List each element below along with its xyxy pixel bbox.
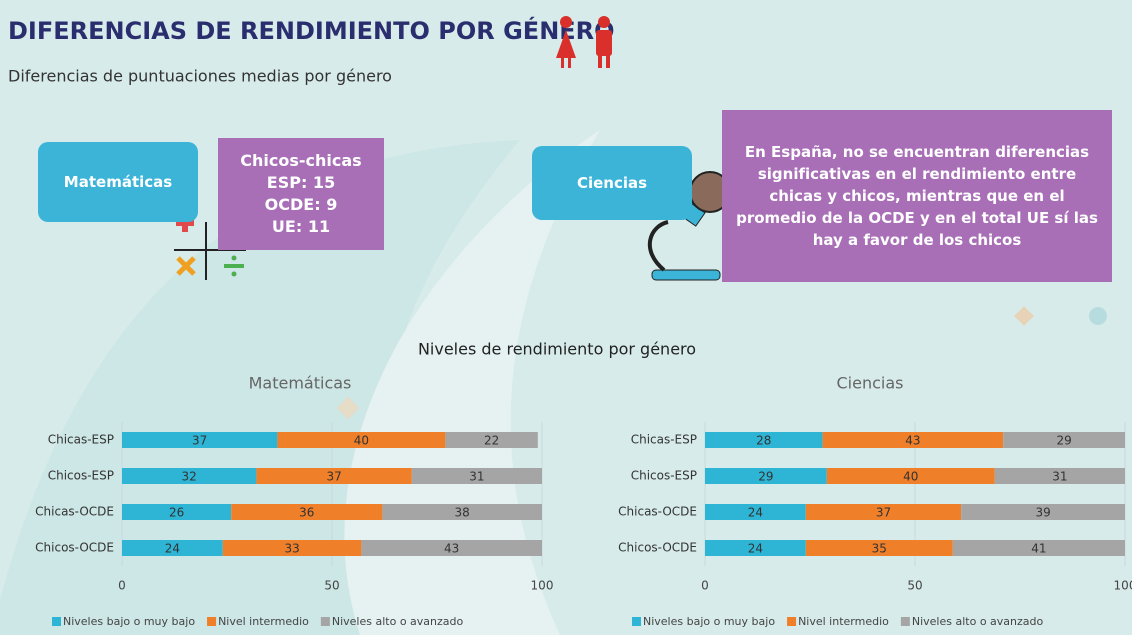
y-tick-label: Chicas-OCDE: [35, 505, 114, 519]
legend-swatch: [787, 617, 796, 626]
data-label: 24: [165, 542, 180, 556]
legend-swatch: [321, 617, 330, 626]
legend-label: Niveles bajo o muy bajo: [643, 615, 775, 628]
chart-title: Ciencias: [837, 374, 904, 393]
legend-swatch: [901, 617, 910, 626]
charts-title: Niveles de rendimiento por género: [418, 340, 696, 359]
data-label: 32: [182, 470, 197, 484]
y-tick-label: Chicas-ESP: [48, 433, 114, 447]
legend-swatch: [52, 617, 61, 626]
x-tick-label: 50: [324, 579, 339, 593]
x-tick-label: 100: [531, 579, 554, 593]
data-label: 43: [444, 542, 459, 556]
data-label: 26: [169, 506, 184, 520]
y-tick-label: Chicos-OCDE: [35, 541, 114, 555]
decor-dot: [1089, 307, 1107, 325]
legend-swatch: [207, 617, 216, 626]
legend-label: Nivel intermedio: [218, 615, 309, 628]
y-tick-label: Chicos-ESP: [48, 469, 114, 483]
legend-label: Niveles alto o avanzado: [332, 615, 464, 628]
y-tick-label: Chicas-ESP: [631, 433, 697, 447]
data-label: 31: [1052, 470, 1067, 484]
data-label: 41: [1031, 542, 1046, 556]
y-tick-label: Chicas-OCDE: [618, 505, 697, 519]
data-label: 40: [903, 470, 918, 484]
page-title: DIFERENCIAS DE RENDIMIENTO POR GÉNERO: [8, 16, 615, 45]
x-tick-label: 50: [907, 579, 922, 593]
math-note-line: Chicos-chicas: [240, 150, 361, 172]
data-label: 37: [876, 506, 891, 520]
decor-diamond: [1014, 306, 1034, 326]
x-tick-label: 0: [118, 579, 126, 593]
legend-label: Niveles bajo o muy bajo: [63, 615, 195, 628]
x-tick-label: 100: [1114, 579, 1132, 593]
data-label: 24: [748, 506, 763, 520]
data-label: 38: [455, 506, 470, 520]
data-label: 43: [905, 434, 920, 448]
page: Diferencias de rendimiento por género {"…: [0, 0, 1132, 635]
data-label: 29: [1056, 434, 1071, 448]
data-label: 24: [748, 542, 763, 556]
infographic: DIFERENCIAS DE RENDIMIENTO POR GÉNERO Di…: [0, 0, 1132, 635]
legend-swatch: [632, 617, 641, 626]
math-note-line: OCDE: 9: [265, 194, 338, 216]
data-label: 29: [758, 470, 773, 484]
page-body: DIFERENCIAS DE RENDIMIENTO POR GÉNERO Di…: [0, 0, 1132, 635]
math-note-line: ESP: 15: [267, 172, 335, 194]
page-subtitle: Diferencias de puntuaciones medias por g…: [8, 67, 392, 86]
data-label: 36: [299, 506, 314, 520]
data-label: 39: [1035, 506, 1050, 520]
x-tick-label: 0: [701, 579, 709, 593]
data-label: 35: [872, 542, 887, 556]
data-label: 28: [756, 434, 771, 448]
data-label: 40: [354, 434, 369, 448]
data-label: 37: [192, 434, 207, 448]
science-note: En España, no se encuentran diferencias …: [722, 110, 1112, 282]
math-note-line: UE: 11: [272, 216, 330, 238]
legend-label: Nivel intermedio: [798, 615, 889, 628]
math-label: Matemáticas: [38, 142, 198, 222]
data-label: 31: [469, 470, 484, 484]
chart: Ciencias 0 50 100 Chicas-ESP 28 43 29 Chicos-ESP…: [618, 374, 1132, 629]
y-tick-label: Chicos-ESP: [631, 469, 697, 483]
data-label: 37: [326, 470, 341, 484]
y-tick-label: Chicos-OCDE: [618, 541, 697, 555]
legend-label: Niveles alto o avanzado: [912, 615, 1044, 628]
data-label: 33: [284, 542, 299, 556]
chart-title: Matemáticas: [249, 374, 352, 393]
science-label: Ciencias: [532, 146, 692, 220]
data-label: 22: [484, 434, 499, 448]
